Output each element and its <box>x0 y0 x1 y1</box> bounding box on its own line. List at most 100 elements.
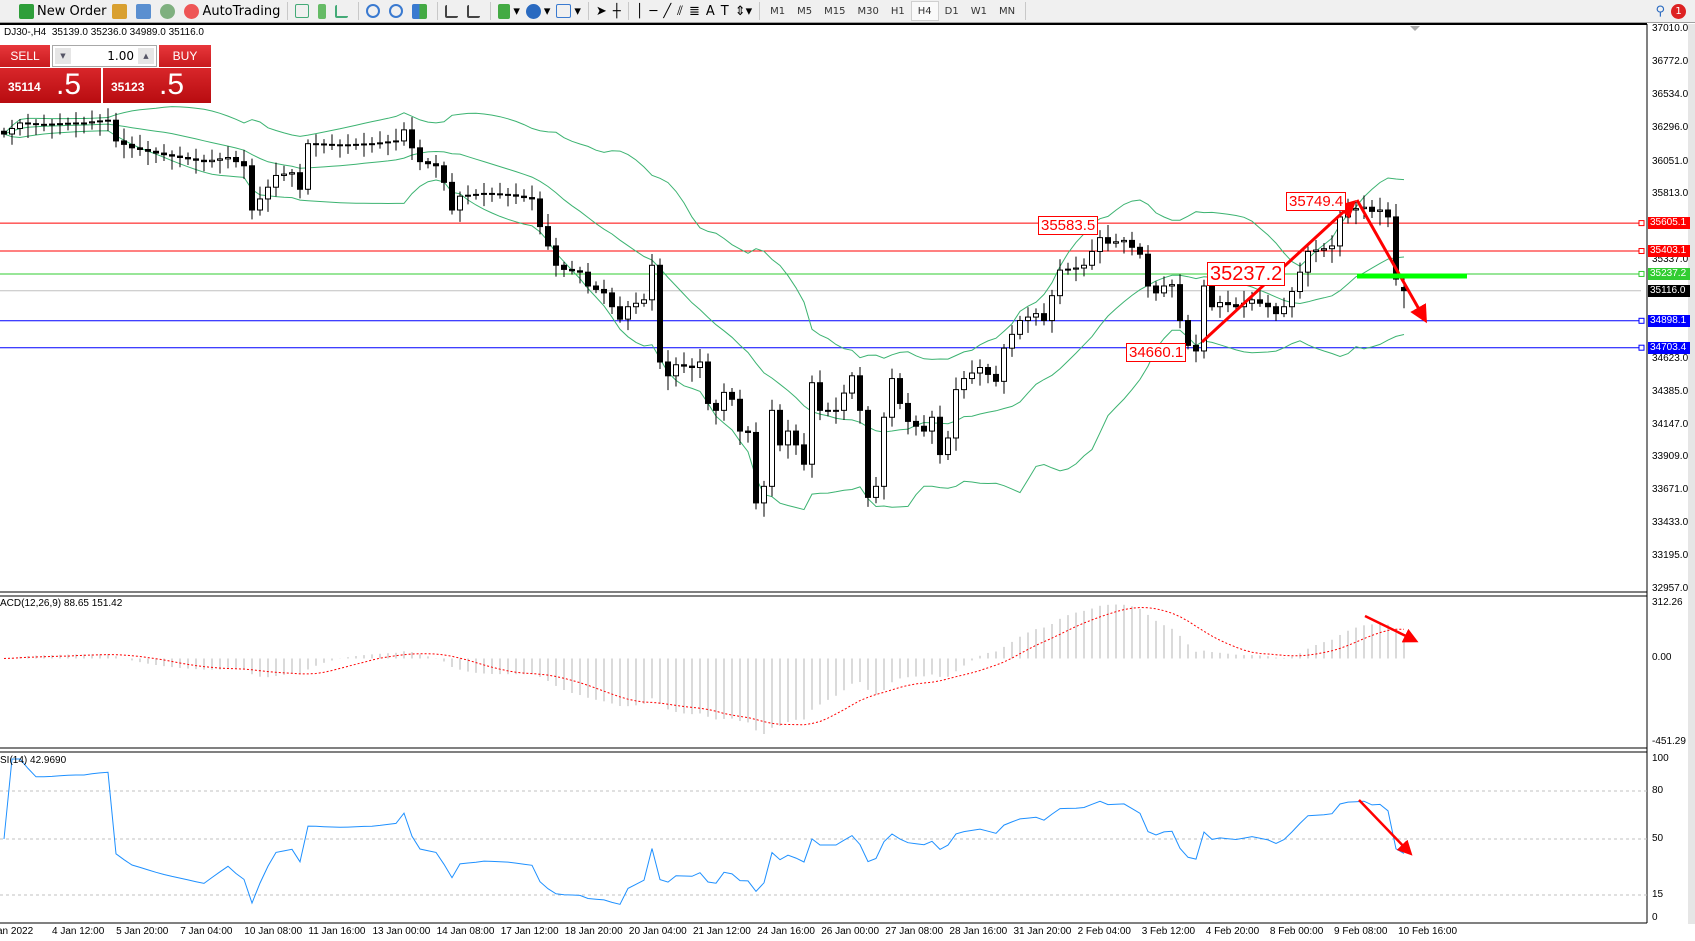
sell-price-button[interactable]: 35114 .5 <box>0 68 101 103</box>
chart-shift-icon <box>467 4 481 18</box>
bearish-candle <box>1265 302 1271 308</box>
bullish-candle <box>769 409 775 487</box>
text-button[interactable]: A <box>703 1 718 21</box>
fibonacci-button[interactable]: ≣ <box>686 1 703 21</box>
timeframe-h1[interactable]: H1 <box>890 5 905 17</box>
macd-signal-line <box>3 606 1404 726</box>
price-tick-label: 37010.0 <box>1652 23 1689 34</box>
bearish-candle <box>513 194 519 197</box>
zoom-out-icon <box>389 4 404 18</box>
bullish-candle <box>1377 209 1383 212</box>
sell-button[interactable]: SELL <box>0 45 50 67</box>
channel-button[interactable]: ⫽ <box>674 1 686 21</box>
timeframe-w1[interactable]: W1 <box>970 5 987 17</box>
arrows-button[interactable]: ⇕▾ <box>732 1 755 21</box>
bullish-candle <box>1297 271 1303 293</box>
price-line-label: 34898.1 <box>1648 314 1690 327</box>
periods-button[interactable]: ▾ <box>523 1 554 21</box>
buy-button[interactable]: BUY <box>159 45 211 67</box>
price-line-label: 35116.0 <box>1648 284 1690 297</box>
bearish-candle <box>537 198 543 228</box>
timeframe-d1[interactable]: D1 <box>944 5 959 17</box>
bar-chart-button[interactable] <box>292 1 315 21</box>
bearish-candle <box>1041 313 1047 322</box>
tile-windows-button[interactable] <box>409 1 433 21</box>
bullish-candle <box>1201 285 1207 352</box>
indicators-button[interactable]: ▾ <box>495 1 523 21</box>
bearish-candle <box>137 147 143 150</box>
buy-price-button[interactable]: 35123 .5 <box>103 68 211 103</box>
price-tick-label: 34385.0 <box>1652 385 1689 397</box>
trendline-button[interactable]: ╱ <box>660 1 674 21</box>
sell-price-big: .5 <box>56 68 82 101</box>
bullish-candle <box>633 302 639 308</box>
price-annotation: 34660.1 <box>1126 343 1187 362</box>
templates-button[interactable]: ▾ <box>553 1 584 21</box>
tile-windows-icon <box>412 3 428 19</box>
bullish-candle <box>281 173 287 176</box>
autotrading-button[interactable]: AutoTrading <box>181 1 283 21</box>
bearish-candle <box>489 192 495 195</box>
bullish-candle <box>393 140 399 143</box>
timeframe-bar: M1 M5 M15 M30 H1 H4 D1 W1 MN <box>764 1 1021 21</box>
bullish-candle <box>1289 291 1295 308</box>
rsi-tick-label: 100 <box>1652 753 1669 764</box>
time-tick-label: 18 Jan 20:00 <box>564 926 623 937</box>
vertical-line-button[interactable]: │ <box>633 1 647 21</box>
bullish-candle <box>401 129 407 142</box>
new-order-button[interactable]: New Order <box>16 1 109 21</box>
bullish-candle <box>385 141 391 144</box>
chart-shift-button[interactable] <box>464 1 486 21</box>
metaeditor-button[interactable] <box>109 1 133 21</box>
bearish-candle <box>609 292 615 308</box>
bearish-candle <box>1369 206 1375 212</box>
bullish-candle <box>17 122 23 129</box>
bollinger-lower <box>3 130 1405 511</box>
bearish-candle <box>617 306 623 320</box>
signals-button[interactable] <box>157 1 181 21</box>
bullish-candle <box>289 172 295 175</box>
search-button[interactable]: ⚲ <box>1652 1 1668 21</box>
bollinger-upper <box>3 106 1405 360</box>
bullish-candle <box>953 389 959 439</box>
bullish-candle <box>9 127 15 135</box>
timeframe-h4[interactable]: H4 <box>910 1 939 21</box>
cursor-button[interactable]: ➤ <box>593 1 610 21</box>
price-tick-label: 36772.0 <box>1652 55 1689 67</box>
volume-input[interactable]: ▼ 1.00 ▲ <box>52 45 157 67</box>
zoom-out-button[interactable] <box>386 1 409 21</box>
bullish-candle <box>641 299 647 304</box>
bullish-candle <box>457 195 463 211</box>
bearish-candle <box>689 365 695 369</box>
text-label-button[interactable]: T <box>718 1 732 21</box>
bullish-candle <box>1281 306 1287 315</box>
bearish-candle <box>337 144 343 147</box>
timeframe-m5[interactable]: M5 <box>797 5 813 17</box>
timeframe-m1[interactable]: M1 <box>770 5 786 17</box>
navigator-button[interactable] <box>133 1 157 21</box>
bearish-candle <box>241 161 247 167</box>
horizontal-line-button[interactable]: ─ <box>646 1 660 21</box>
text-label-icon: T <box>720 3 729 19</box>
time-tick-label: 21 Jan 12:00 <box>693 926 751 937</box>
zoom-in-button[interactable] <box>363 1 386 21</box>
timeframe-m30[interactable]: M30 <box>857 5 879 17</box>
crosshair-button[interactable]: ┼ <box>610 1 624 21</box>
bearish-candle <box>297 172 303 190</box>
line-chart-button[interactable] <box>332 1 354 21</box>
candles <box>1 108 1407 517</box>
auto-scroll-button[interactable] <box>442 1 464 21</box>
buy-price-main: 35123 <box>111 80 145 94</box>
bearish-candle <box>1193 344 1199 352</box>
volume-increase-button[interactable]: ▲ <box>138 48 154 64</box>
volume-decrease-button[interactable]: ▼ <box>55 48 71 64</box>
bearish-candle <box>921 425 927 432</box>
timeframe-m15[interactable]: M15 <box>824 5 846 17</box>
timeframe-mn[interactable]: MN <box>998 5 1016 17</box>
candlestick-button[interactable] <box>315 1 332 21</box>
bullish-candle <box>1353 208 1359 211</box>
bearish-candle <box>1393 216 1399 280</box>
time-tick-label: 10 Feb 16:00 <box>1398 926 1458 937</box>
notifications-button[interactable]: 1 <box>1668 1 1689 21</box>
